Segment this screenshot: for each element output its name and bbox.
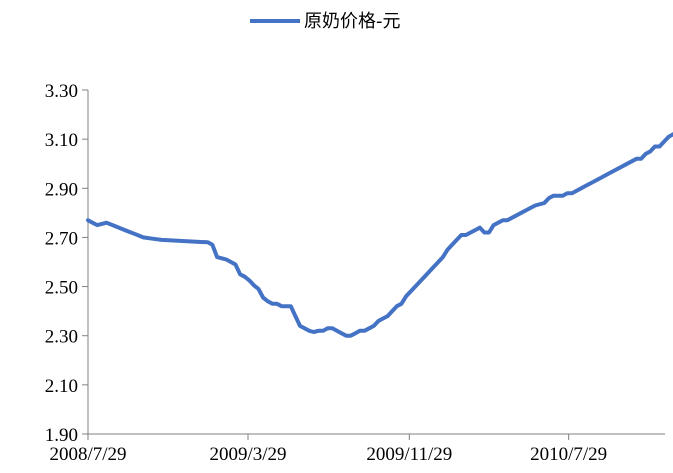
y-tick-label: 2.10 — [45, 376, 78, 397]
y-tick-label: 3.10 — [45, 130, 78, 151]
y-tick-label: 3.30 — [45, 81, 78, 102]
legend-label: 原奶价格-元 — [304, 11, 401, 32]
plot-area — [86, 132, 673, 338]
y-tick-label: 2.90 — [45, 179, 78, 200]
axes: 1.90 2.10 2.30 2.50 2.70 2.90 3.10 3.30 2008/7/… — [45, 81, 665, 465]
legend: 原奶价格-元 — [250, 11, 401, 32]
x-tick-label: 2010/7/29 — [530, 444, 607, 465]
y-tick-label: 2.50 — [45, 278, 78, 299]
y-ticks: 1.90 2.10 2.30 2.50 2.70 2.90 3.10 3.30 — [45, 81, 88, 446]
x-tick-label: 2008/7/29 — [49, 444, 126, 465]
x-tick-label: 2009/11/29 — [366, 444, 452, 465]
x-ticks: 2008/7/29 2009/3/29 2009/11/29 2010/7/29 — [49, 434, 607, 465]
y-tick-label: 2.30 — [45, 327, 78, 348]
x-tick-label: 2009/3/29 — [209, 444, 286, 465]
series-line-raw-milk-price — [86, 132, 673, 338]
y-tick-label: 2.70 — [45, 228, 78, 249]
y-tick-label: 1.90 — [45, 425, 78, 446]
